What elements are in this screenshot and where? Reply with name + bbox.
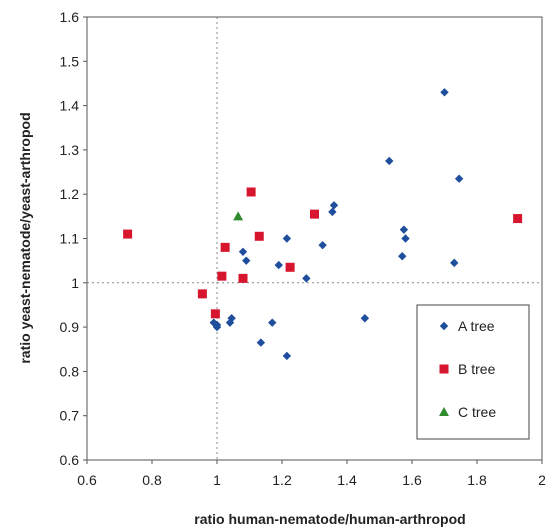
b-tree-legend-symbol (439, 364, 449, 374)
legend-marker-a-tree (439, 321, 449, 331)
x-tick-label: 1.8 (467, 472, 487, 488)
a-tree-point (360, 314, 370, 323)
legend-label-a-tree: A tree (458, 318, 495, 334)
a-tree-point (450, 258, 459, 268)
x-tick-label: 0.8 (142, 472, 162, 488)
axis-ticks: 0.6 0.8 1 1.2 1.4 1.6 1.8 2 0.6 0.7 0.8 0.9 1 1.1 1.2 1… (60, 9, 547, 488)
y-tick-label: 0.9 (60, 319, 80, 335)
reference-lines (87, 17, 542, 460)
b-tree-point (210, 309, 220, 319)
y-tick-label: 1.3 (60, 142, 80, 158)
x-tick-label: 1.4 (337, 472, 357, 488)
a-tree-point (225, 318, 235, 327)
b-tree-point (197, 289, 207, 299)
a-tree-point (399, 225, 409, 234)
b-tree-point (513, 214, 523, 224)
a-tree-point (302, 274, 311, 283)
legend-marker-c-tree (439, 407, 449, 416)
a-tree-point (318, 240, 327, 250)
y-tick-label: 1.2 (60, 186, 80, 202)
c-tree-point (233, 211, 244, 221)
b-tree-point (310, 209, 319, 219)
b-tree-point (254, 231, 264, 241)
b-tree-point (246, 187, 256, 197)
y-tick-label: 0.7 (60, 408, 80, 424)
y-tick-label: 0.6 (60, 452, 80, 468)
x-tick-label: 0.6 (77, 472, 97, 488)
y-tick-label: 1.5 (60, 53, 80, 69)
b-tree-point (123, 229, 133, 239)
y-tick-label: 1.6 (60, 9, 80, 25)
a-tree-point (227, 314, 236, 323)
a-tree-point (282, 234, 292, 243)
a-tree-point (212, 320, 222, 330)
legend: A tree B tree C tree (416, 304, 530, 440)
legend-box (416, 304, 530, 440)
y-axis-label: ratio yeast-nematode/yeast-arthropod (17, 112, 33, 363)
a-tree-point (440, 88, 449, 97)
a-tree-point (274, 260, 283, 270)
b-tree-point (285, 262, 295, 272)
a-tree-point (398, 252, 407, 261)
y-tick-label: 1.4 (60, 98, 80, 114)
x-tick-label: 2 (538, 472, 546, 488)
c-tree-legend-symbol (439, 407, 449, 416)
y-tick-label: 1.1 (60, 231, 80, 247)
a-tree-point (454, 174, 464, 183)
a-tree-point (385, 156, 394, 166)
a-tree-point (401, 234, 410, 243)
y-tick-label: 1 (71, 275, 79, 291)
a-tree-legend-symbol (439, 321, 449, 331)
legend-label-c-tree: C tree (458, 404, 496, 420)
a-tree-point (238, 247, 248, 256)
x-tick-label: 1.2 (272, 472, 292, 488)
x-axis-label: ratio human-nematode/human-arthropod (194, 511, 465, 527)
legend-label-b-tree: B tree (458, 361, 496, 377)
a-tree-point (256, 338, 266, 347)
y-tick-label: 0.8 (60, 363, 80, 379)
a-tree-point (268, 318, 277, 327)
a-tree-point (329, 201, 339, 210)
a-tree-point (328, 207, 337, 217)
x-tick-label: 1.6 (402, 472, 422, 488)
b-tree-point (238, 273, 248, 283)
data-points (123, 88, 523, 361)
a-tree-point (282, 351, 292, 361)
b-tree-point (217, 271, 227, 281)
x-tick-label: 1 (213, 472, 221, 488)
b-tree-point (220, 242, 230, 252)
legend-marker-b-tree (439, 364, 449, 374)
a-tree-point (242, 256, 251, 265)
